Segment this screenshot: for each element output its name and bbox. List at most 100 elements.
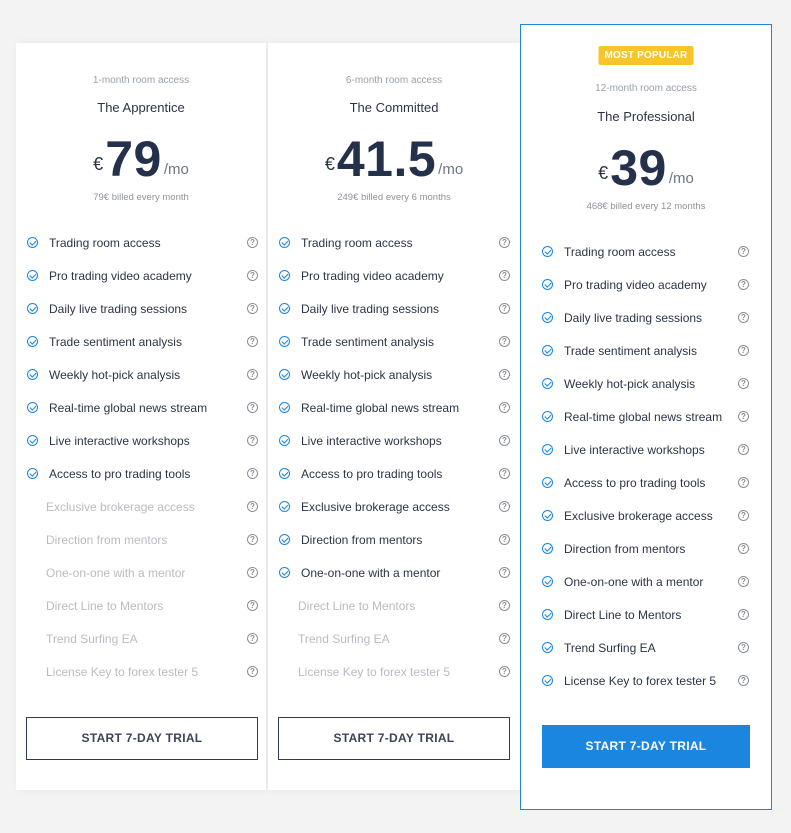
question-circle-icon[interactable]: ? [738,642,749,653]
feature-item: One-on-one with a mentor? [521,575,771,609]
question-circle-icon[interactable]: ? [247,237,258,248]
question-circle-icon[interactable]: ? [499,501,510,512]
start-trial-button-apprentice[interactable]: START 7-DAY TRIAL [26,717,258,760]
question-circle-icon[interactable]: ? [247,270,258,281]
question-circle-icon[interactable]: ? [738,543,749,554]
feature-item: Direct Line to Mentors? [16,599,266,633]
feature-label: Exclusive brokerage access [301,500,450,514]
billing-note: 79€ billed every month [93,192,189,203]
feature-label: Direct Line to Mentors [564,608,682,622]
check-circle-icon [542,477,553,488]
question-circle-icon[interactable]: ? [738,246,749,257]
question-circle-icon[interactable]: ? [738,510,749,521]
question-circle-icon[interactable]: ? [247,336,258,347]
feature-label: Real-time global news stream [301,401,460,415]
feature-label: Weekly hot-pick analysis [301,368,433,382]
feature-item: Exclusive brokerage access? [268,500,520,534]
feature-label: Access to pro trading tools [301,467,443,481]
price-currency: € [324,154,335,174]
question-circle-icon[interactable]: ? [499,402,510,413]
feature-item: Daily live trading sessions? [521,311,771,345]
question-circle-icon[interactable]: ? [738,345,749,356]
feature-label: Daily live trading sessions [49,302,188,316]
question-circle-icon[interactable]: ? [499,567,510,578]
feature-label: Direction from mentors [46,533,168,547]
check-circle-icon [542,411,553,422]
plan-name: The Apprentice [97,100,185,115]
check-circle-icon [542,510,553,521]
question-circle-icon[interactable]: ? [247,501,258,512]
question-circle-icon[interactable]: ? [247,402,258,413]
feature-item: Trade sentiment analysis? [16,335,266,369]
feature-label: Trade sentiment analysis [301,335,434,349]
feature-label: Live interactive workshops [301,434,442,448]
question-circle-icon[interactable]: ? [499,237,510,248]
feature-label: Trend Surfing EA [564,641,656,655]
feature-item: Live interactive workshops? [521,443,771,477]
question-circle-icon[interactable]: ? [499,633,510,644]
question-circle-icon[interactable]: ? [499,534,510,545]
question-circle-icon[interactable]: ? [738,411,749,422]
question-circle-icon[interactable]: ? [499,468,510,479]
question-circle-icon[interactable]: ? [738,279,749,290]
question-circle-icon[interactable]: ? [247,567,258,578]
feature-list: Trading room access? Pro trading video ac… [268,236,520,699]
start-trial-button-committed[interactable]: START 7-DAY TRIAL [278,717,510,760]
question-circle-icon[interactable]: ? [499,303,510,314]
question-circle-icon[interactable]: ? [499,270,510,281]
feature-item: One-on-one with a mentor? [16,566,266,600]
feature-item: One-on-one with a mentor? [268,566,520,600]
plan-access-period: 1-month room access [92,75,190,86]
feature-label: Live interactive workshops [49,434,190,448]
feature-item: License Key to forex tester 5? [521,674,771,708]
start-trial-button-professional[interactable]: START 7-DAY TRIAL [542,725,750,768]
feature-item: Real-time global news stream? [268,401,520,435]
feature-item: Access to pro trading tools? [521,476,771,510]
feature-item: Direct Line to Mentors? [268,599,520,633]
feature-label: Direct Line to Mentors [46,599,164,613]
feature-item: Access to pro trading tools? [268,467,520,501]
feature-item: Live interactive workshops? [268,434,520,468]
check-circle-icon [279,237,290,248]
check-circle-icon [542,444,553,455]
question-circle-icon[interactable]: ? [738,477,749,488]
feature-item: Trend Surfing EA? [16,632,266,666]
price-currency: € [93,154,104,174]
question-circle-icon[interactable]: ? [738,312,749,323]
most-popular-badge: MOST POPULAR [598,46,694,65]
question-circle-icon[interactable]: ? [738,609,749,620]
price-amount: 39 [610,140,667,196]
feature-label: Trade sentiment analysis [49,335,182,349]
feature-item: Real-time global news stream? [16,401,266,435]
feature-label: Pro trading video academy [301,269,444,283]
feature-label: One-on-one with a mentor [564,575,704,589]
question-circle-icon[interactable]: ? [738,675,749,686]
feature-item: Weekly hot-pick analysis? [268,368,520,402]
check-circle-icon [542,609,553,620]
question-circle-icon[interactable]: ? [499,336,510,347]
question-circle-icon[interactable]: ? [247,600,258,611]
feature-item: Access to pro trading tools? [16,467,266,501]
question-circle-icon[interactable]: ? [499,666,510,677]
question-circle-icon[interactable]: ? [499,369,510,380]
feature-label: Trend Surfing EA [46,632,138,646]
question-circle-icon[interactable]: ? [247,534,258,545]
question-circle-icon[interactable]: ? [738,444,749,455]
question-circle-icon[interactable]: ? [499,435,510,446]
question-circle-icon[interactable]: ? [738,576,749,587]
question-circle-icon[interactable]: ? [247,369,258,380]
feature-item: Daily live trading sessions? [268,302,520,336]
question-circle-icon[interactable]: ? [247,435,258,446]
question-circle-icon[interactable]: ? [247,666,258,677]
feature-label: Trading room access [564,245,676,259]
feature-item: Pro trading video academy? [268,269,520,303]
question-circle-icon[interactable]: ? [247,468,258,479]
feature-label: License Key to forex tester 5 [46,665,199,679]
question-circle-icon[interactable]: ? [499,600,510,611]
question-circle-icon[interactable]: ? [247,633,258,644]
feature-item: Exclusive brokerage access? [16,500,266,534]
check-circle-icon [542,279,553,290]
question-circle-icon[interactable]: ? [247,303,258,314]
question-circle-icon[interactable]: ? [738,378,749,389]
feature-label: Real-time global news stream [564,410,723,424]
